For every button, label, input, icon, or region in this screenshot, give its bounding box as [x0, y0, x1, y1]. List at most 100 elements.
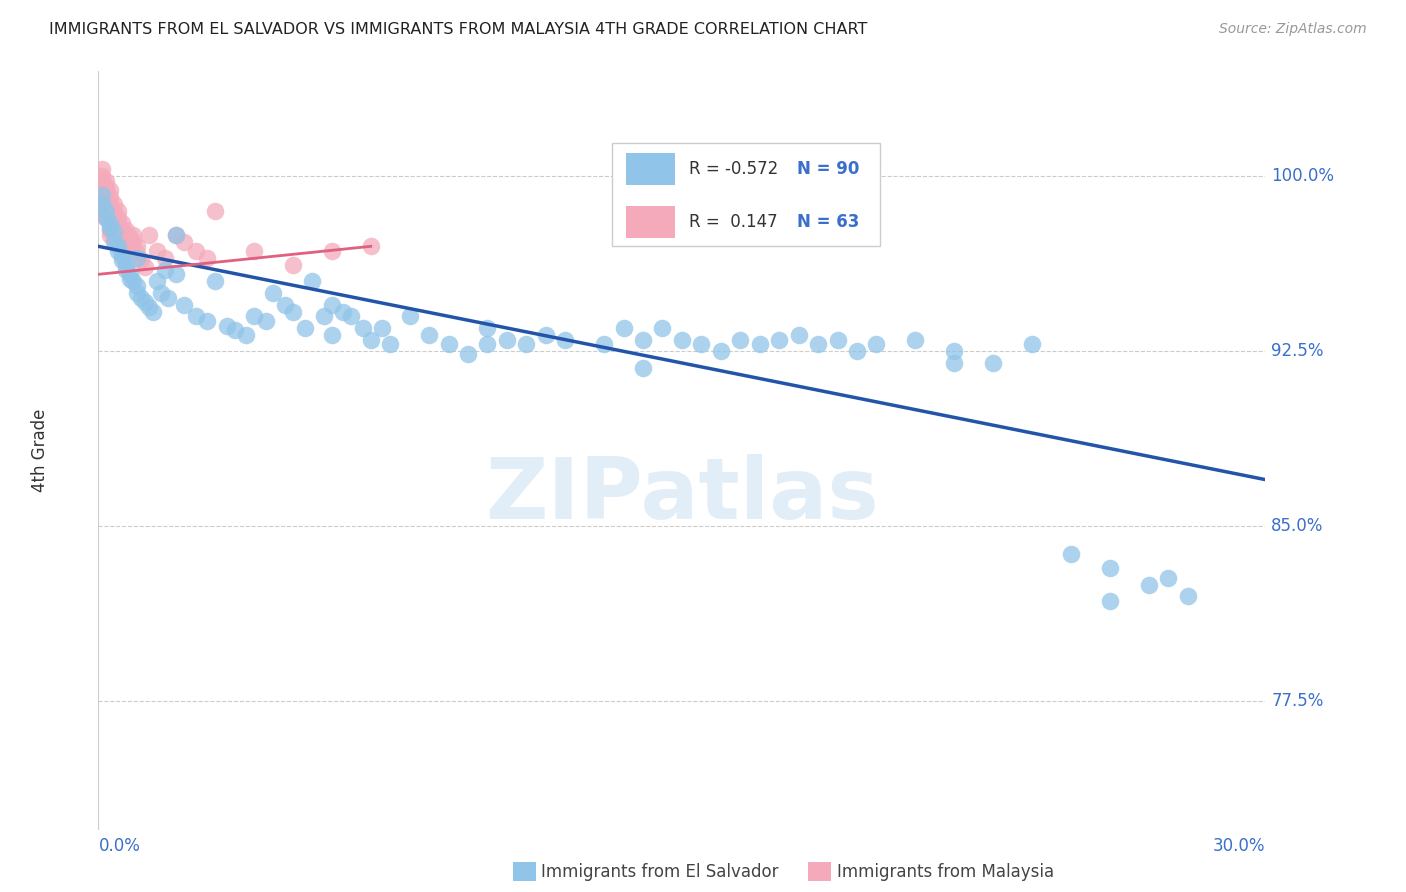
Text: N = 63: N = 63	[797, 213, 860, 231]
Text: N = 90: N = 90	[797, 161, 860, 178]
Point	[91, 183, 114, 197]
Point	[98, 204, 121, 219]
Point	[127, 246, 149, 260]
Point	[477, 337, 499, 351]
Point	[262, 285, 284, 300]
Point	[98, 211, 121, 226]
Point	[235, 328, 257, 343]
Point	[281, 304, 304, 318]
Point	[114, 258, 136, 272]
Point	[173, 235, 195, 249]
Point	[1021, 337, 1043, 351]
Point	[360, 333, 382, 347]
Point	[146, 244, 169, 258]
Point	[96, 211, 118, 226]
FancyBboxPatch shape	[612, 144, 880, 245]
Point	[477, 321, 499, 335]
Point	[437, 337, 460, 351]
Point	[321, 244, 343, 258]
Point	[114, 230, 136, 244]
Point	[730, 333, 752, 347]
Point	[184, 244, 207, 258]
Point	[111, 253, 134, 268]
Point	[787, 328, 810, 343]
Point	[554, 333, 576, 347]
Point	[321, 328, 343, 343]
Point	[690, 337, 713, 351]
Point	[149, 285, 172, 300]
Point	[96, 211, 118, 226]
Point	[593, 337, 616, 351]
Point	[103, 219, 125, 233]
Point	[1137, 577, 1160, 591]
Point	[91, 169, 114, 184]
Text: 85.0%: 85.0%	[1271, 517, 1323, 535]
Point	[91, 178, 114, 193]
Point	[111, 249, 134, 263]
Point	[748, 337, 770, 351]
Point	[98, 227, 121, 242]
Text: ZIPatlas: ZIPatlas	[485, 454, 879, 538]
Point	[142, 304, 165, 318]
Point	[134, 260, 156, 275]
Text: 100.0%: 100.0%	[1271, 168, 1334, 186]
Point	[165, 227, 187, 242]
Point	[1157, 571, 1180, 585]
Point	[904, 333, 927, 347]
Point	[1060, 547, 1083, 561]
Point	[103, 225, 125, 239]
Point	[157, 291, 180, 305]
Text: Immigrants from Malaysia: Immigrants from Malaysia	[837, 863, 1053, 881]
Text: 0.0%: 0.0%	[98, 837, 141, 855]
Point	[107, 232, 129, 246]
Point	[332, 304, 354, 318]
Point	[496, 333, 519, 347]
Point	[111, 216, 134, 230]
Point	[91, 162, 114, 177]
Point	[96, 204, 118, 219]
Point	[98, 223, 121, 237]
Text: IMMIGRANTS FROM EL SALVADOR VS IMMIGRANTS FROM MALAYSIA 4TH GRADE CORRELATION CH: IMMIGRANTS FROM EL SALVADOR VS IMMIGRANT…	[49, 22, 868, 37]
Point	[294, 321, 316, 335]
Point	[122, 235, 145, 249]
Point	[371, 321, 394, 335]
Point	[243, 244, 266, 258]
Point	[134, 295, 156, 310]
FancyBboxPatch shape	[626, 206, 675, 238]
Point	[146, 274, 169, 288]
Text: 4th Grade: 4th Grade	[31, 409, 49, 492]
Point	[96, 197, 118, 211]
Text: R =  0.147: R = 0.147	[689, 213, 778, 231]
Point	[827, 333, 849, 347]
Point	[96, 174, 118, 188]
Point	[418, 328, 440, 343]
Point	[631, 333, 654, 347]
Point	[91, 202, 114, 216]
Point	[184, 310, 207, 324]
Point	[671, 333, 693, 347]
Point	[224, 323, 246, 337]
Point	[107, 225, 129, 239]
Point	[107, 239, 129, 253]
Point	[204, 274, 226, 288]
Text: Immigrants from El Salvador: Immigrants from El Salvador	[541, 863, 779, 881]
Point	[114, 237, 136, 252]
Point	[195, 314, 218, 328]
FancyBboxPatch shape	[626, 153, 675, 186]
Text: R = -0.572: R = -0.572	[689, 161, 778, 178]
Point	[138, 300, 160, 314]
Point	[312, 310, 335, 324]
Point	[103, 225, 125, 239]
Point	[457, 346, 479, 360]
Point	[118, 230, 141, 244]
Point	[96, 204, 118, 219]
Point	[321, 298, 343, 312]
Point	[103, 235, 125, 249]
Point	[398, 310, 420, 324]
Point	[138, 227, 160, 242]
Point	[243, 310, 266, 324]
Point	[943, 356, 966, 370]
Point	[173, 298, 195, 312]
Point	[118, 237, 141, 252]
Point	[129, 253, 152, 268]
